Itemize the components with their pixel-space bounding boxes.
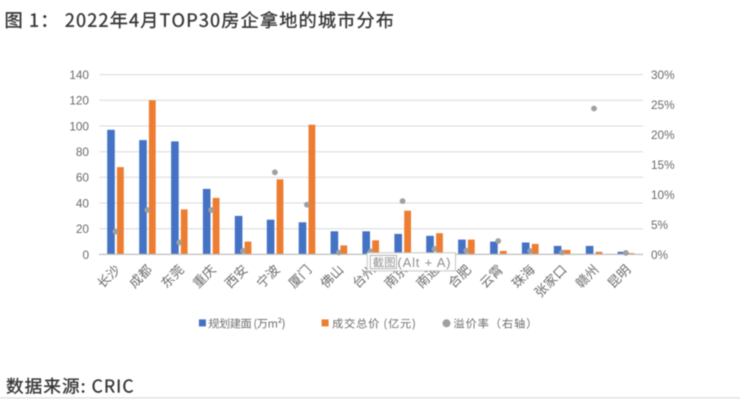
svg-text:0: 0: [82, 248, 89, 262]
svg-text:25%: 25%: [651, 98, 675, 112]
svg-text:5%: 5%: [651, 218, 669, 232]
svg-text:0%: 0%: [651, 248, 669, 262]
svg-text:120: 120: [69, 94, 89, 108]
svg-text:60: 60: [76, 171, 90, 185]
svg-text:140: 140: [69, 68, 89, 82]
svg-text:30%: 30%: [651, 68, 675, 82]
svg-text:20: 20: [76, 222, 90, 236]
svg-text:20%: 20%: [651, 128, 675, 142]
svg-text:40: 40: [76, 196, 90, 210]
svg-text:(Alt + A): (Alt + A): [398, 255, 452, 270]
svg-text:10%: 10%: [651, 188, 675, 202]
svg-text:80: 80: [76, 145, 90, 159]
svg-text:100: 100: [69, 119, 89, 133]
svg-text:15%: 15%: [651, 158, 675, 172]
